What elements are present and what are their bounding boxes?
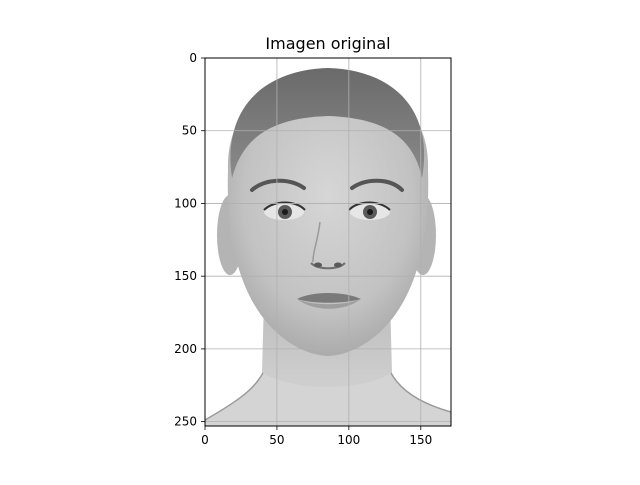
x-tick-label: 100 bbox=[337, 433, 360, 447]
x-tick-label: 50 bbox=[269, 433, 284, 447]
y-tick-label: 0 bbox=[189, 51, 197, 65]
y-tick-label: 50 bbox=[182, 124, 197, 138]
y-tick-label: 250 bbox=[174, 415, 197, 429]
y-tick-label: 200 bbox=[174, 342, 197, 356]
x-axis: 0 50 100 150 bbox=[201, 426, 432, 447]
x-tick-label: 150 bbox=[409, 433, 432, 447]
y-axis: 0 50 100 150 200 250 bbox=[174, 51, 205, 429]
y-tick-label: 150 bbox=[174, 269, 197, 283]
y-tick-label: 100 bbox=[174, 196, 197, 210]
grayscale-portrait-face-icon bbox=[205, 58, 451, 426]
chart-title: Imagen original bbox=[265, 34, 390, 53]
x-tick-label: 0 bbox=[201, 433, 209, 447]
